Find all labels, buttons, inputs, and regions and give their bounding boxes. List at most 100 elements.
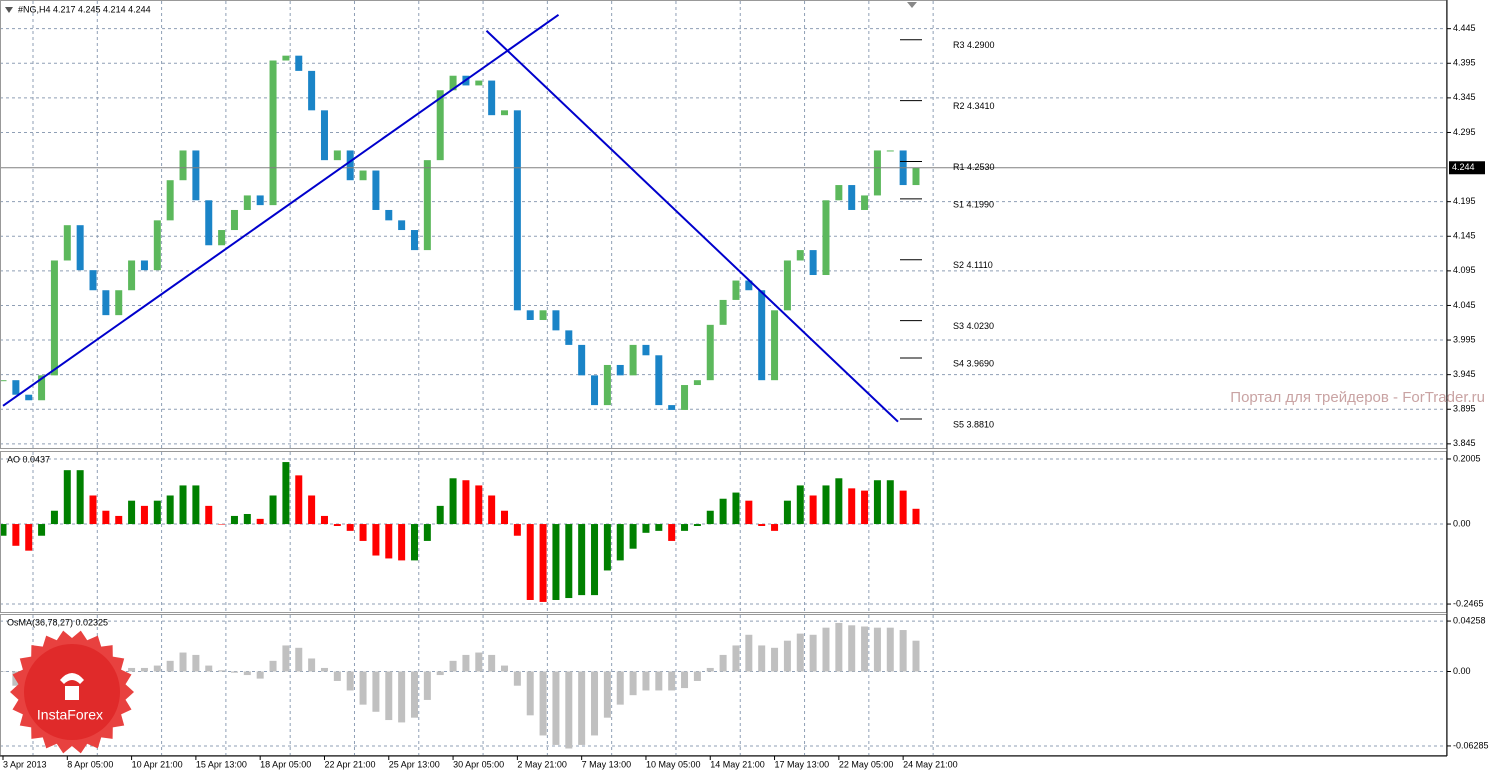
pivot-label: S4 3.9690 — [953, 358, 994, 368]
histogram-bar — [771, 647, 779, 672]
histogram-bar — [410, 671, 418, 718]
histogram-bar — [282, 645, 290, 672]
histogram-bar — [783, 640, 791, 672]
histogram-bar — [706, 510, 714, 525]
y-tick-label: 4.195 — [1453, 196, 1476, 206]
candle — [526, 310, 534, 320]
histogram-bar — [436, 671, 444, 676]
current-price-label: 4.244 — [1452, 162, 1475, 172]
candle — [822, 200, 830, 276]
histogram-bar — [346, 671, 354, 691]
y-tick-label: -0.06285 — [1453, 740, 1489, 750]
candle — [320, 110, 328, 161]
histogram-bar — [642, 671, 650, 691]
y-tick-label: 4.095 — [1453, 265, 1476, 275]
candle — [809, 250, 817, 276]
histogram-bar — [745, 500, 753, 525]
candle — [848, 185, 856, 210]
histogram-bar — [578, 524, 586, 596]
histogram-bar — [462, 654, 470, 672]
histogram-bar — [372, 671, 380, 712]
candle — [308, 70, 316, 111]
histogram-bar — [758, 524, 766, 526]
histogram-bar — [475, 652, 483, 672]
histogram-bar — [153, 665, 161, 672]
histogram-bar — [822, 627, 830, 672]
x-tick-label: 10 Apr 21:00 — [132, 759, 183, 769]
x-tick-label: 15 Apr 13:00 — [196, 759, 247, 769]
candle — [89, 270, 97, 291]
candle — [835, 185, 843, 201]
histogram-bar — [423, 524, 431, 541]
histogram-bar — [256, 671, 264, 679]
histogram-bar — [218, 524, 226, 525]
candle — [128, 260, 136, 291]
candle — [719, 299, 727, 325]
x-tick-label: 14 May 21:00 — [710, 759, 765, 769]
y-tick-label: 0.04258 — [1453, 615, 1486, 625]
logo-icon — [60, 673, 84, 700]
candle — [552, 310, 560, 331]
candle — [873, 150, 881, 196]
histogram-bar — [423, 671, 431, 700]
candle — [269, 60, 277, 206]
histogram-bar — [681, 524, 689, 531]
x-tick-label: 8 Apr 05:00 — [67, 759, 113, 769]
candle — [886, 150, 894, 152]
histogram-bar — [745, 634, 753, 672]
histogram-bar — [398, 671, 406, 723]
candle — [218, 230, 226, 246]
candle — [539, 310, 547, 320]
histogram-bar — [796, 633, 804, 672]
histogram-bar — [372, 524, 380, 556]
histogram-bar — [488, 654, 496, 672]
histogram-bar — [128, 667, 136, 672]
x-tick-label: 30 Apr 05:00 — [453, 759, 504, 769]
histogram-bar — [488, 495, 496, 525]
candle — [693, 380, 701, 386]
pivot-label: R2 4.3410 — [953, 101, 995, 111]
histogram-bar — [333, 671, 341, 681]
histogram-bar — [565, 524, 573, 599]
histogram-bar — [166, 660, 174, 672]
histogram-bar — [809, 634, 817, 672]
x-tick-label: 24 May 21:00 — [903, 759, 958, 769]
pivot-label: S2 4.1110 — [953, 260, 993, 270]
symbol-icon — [5, 7, 13, 13]
y-tick-label: 0.00 — [1453, 518, 1471, 528]
x-tick-label: 25 Apr 13:00 — [389, 759, 440, 769]
candle — [256, 195, 264, 206]
y-tick-label: 4.145 — [1453, 231, 1476, 241]
candle — [179, 150, 187, 181]
candle — [758, 290, 766, 381]
histogram-bar — [835, 478, 843, 525]
histogram-bar — [25, 524, 33, 551]
histogram-bar — [179, 652, 187, 672]
histogram-bar — [693, 524, 701, 526]
histogram-bar — [192, 654, 200, 672]
labels: #NG,H4 4.217 4.245 4.214 4.244 AO 0.0437… — [3, 2, 1489, 769]
candle — [0, 380, 7, 382]
y-tick-label: 4.045 — [1453, 300, 1476, 310]
histogram-bar — [603, 524, 611, 571]
candle — [513, 110, 521, 311]
candle — [706, 324, 714, 381]
histogram-bar — [153, 500, 161, 525]
candle — [655, 355, 663, 406]
histogram-bar — [320, 515, 328, 525]
histogram-bar — [539, 524, 547, 602]
histogram-bar — [693, 671, 701, 681]
histogram-bar — [308, 495, 316, 525]
histogram-bar — [668, 524, 676, 541]
price-header: #NG,H4 4.217 4.245 4.214 4.244 — [18, 4, 151, 14]
histogram-bar — [269, 660, 277, 672]
candle — [166, 180, 174, 221]
candle — [578, 344, 586, 376]
pivot-label: R3 4.2900 — [953, 40, 995, 50]
candle — [372, 170, 380, 210]
histogram-bar — [410, 524, 418, 561]
histogram-bar — [513, 671, 521, 686]
histogram-bar — [848, 625, 856, 672]
candle — [603, 364, 611, 406]
histogram-bar — [243, 671, 251, 676]
